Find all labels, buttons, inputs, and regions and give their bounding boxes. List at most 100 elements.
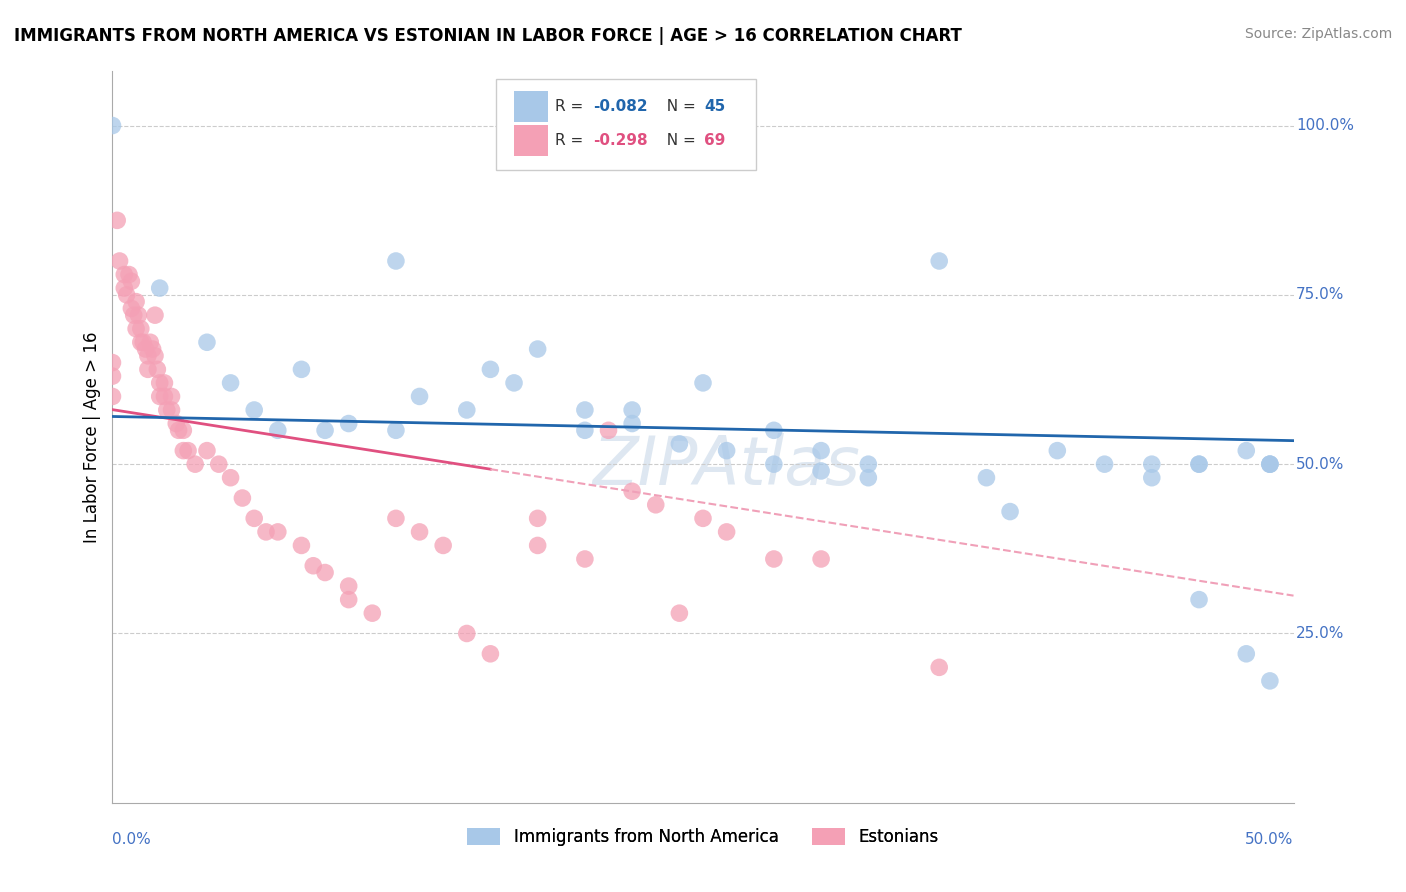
Point — [810, 552, 832, 566]
Point — [621, 403, 644, 417]
Point — [195, 335, 218, 350]
Point — [129, 335, 152, 350]
Point — [290, 362, 312, 376]
Point — [167, 423, 190, 437]
Point — [1258, 457, 1281, 471]
Point — [762, 423, 785, 437]
Point — [108, 254, 131, 268]
Point — [146, 362, 169, 376]
Point — [574, 552, 596, 566]
Text: 50.0%: 50.0% — [1296, 457, 1344, 472]
Point — [142, 342, 165, 356]
Point — [177, 443, 200, 458]
Point — [574, 403, 596, 417]
Point — [314, 423, 336, 437]
Point — [101, 369, 124, 384]
Point — [135, 342, 157, 356]
Point — [165, 417, 187, 431]
Point — [302, 558, 325, 573]
Point — [149, 281, 172, 295]
Point — [976, 471, 998, 485]
Text: 50.0%: 50.0% — [1246, 832, 1294, 847]
Point — [692, 376, 714, 390]
Point — [184, 457, 207, 471]
Point — [810, 443, 832, 458]
Point — [139, 335, 162, 350]
Point — [172, 423, 194, 437]
Point — [692, 511, 714, 525]
Point — [120, 301, 142, 316]
Point — [314, 566, 336, 580]
Point — [526, 538, 548, 552]
Point — [118, 268, 141, 282]
Point — [143, 349, 166, 363]
Point — [858, 457, 880, 471]
Text: N =: N = — [657, 133, 700, 148]
Text: R =: R = — [555, 99, 589, 114]
Point — [621, 417, 644, 431]
Point — [156, 403, 179, 417]
Point — [408, 389, 430, 403]
Point — [143, 308, 166, 322]
Point — [361, 606, 384, 620]
Point — [1258, 673, 1281, 688]
Point — [928, 660, 950, 674]
Point — [120, 274, 142, 288]
Point — [149, 389, 172, 403]
Point — [208, 457, 231, 471]
Point — [337, 592, 360, 607]
Text: N =: N = — [657, 99, 700, 114]
Point — [125, 322, 148, 336]
Point — [149, 376, 172, 390]
Point — [716, 443, 738, 458]
Point — [1258, 457, 1281, 471]
Point — [479, 647, 502, 661]
Point — [432, 538, 454, 552]
Point — [219, 471, 242, 485]
Point — [195, 443, 218, 458]
Point — [122, 308, 145, 322]
Point — [136, 349, 159, 363]
Point — [503, 376, 526, 390]
Y-axis label: In Labor Force | Age > 16: In Labor Force | Age > 16 — [83, 331, 101, 543]
Text: 75.0%: 75.0% — [1296, 287, 1344, 302]
Point — [526, 511, 548, 525]
Point — [1046, 443, 1069, 458]
Text: 45: 45 — [704, 99, 725, 114]
Point — [668, 606, 690, 620]
Text: IMMIGRANTS FROM NORTH AMERICA VS ESTONIAN IN LABOR FORCE | AGE > 16 CORRELATION : IMMIGRANTS FROM NORTH AMERICA VS ESTONIA… — [14, 27, 962, 45]
Point — [105, 213, 128, 227]
Text: 0.0%: 0.0% — [112, 832, 152, 847]
Point — [1094, 457, 1116, 471]
Point — [598, 423, 620, 437]
FancyBboxPatch shape — [515, 91, 548, 122]
Point — [385, 423, 408, 437]
Point — [125, 294, 148, 309]
Point — [127, 308, 149, 322]
Point — [644, 498, 666, 512]
Point — [408, 524, 430, 539]
Point — [762, 552, 785, 566]
Point — [526, 342, 548, 356]
Point — [254, 524, 277, 539]
Point — [456, 626, 478, 640]
Text: -0.082: -0.082 — [593, 99, 648, 114]
FancyBboxPatch shape — [496, 78, 756, 170]
Text: 25.0%: 25.0% — [1296, 626, 1344, 641]
Point — [267, 524, 290, 539]
Point — [290, 538, 312, 552]
FancyBboxPatch shape — [515, 126, 548, 156]
Point — [101, 119, 124, 133]
Point — [1140, 457, 1163, 471]
Point — [231, 491, 253, 505]
Point — [129, 322, 152, 336]
Point — [267, 423, 290, 437]
Point — [160, 403, 183, 417]
Point — [101, 389, 124, 403]
Text: R =: R = — [555, 133, 589, 148]
Point — [928, 254, 950, 268]
Text: ZIPAtlas: ZIPAtlas — [593, 434, 860, 500]
Point — [1188, 592, 1211, 607]
Point — [337, 579, 360, 593]
Point — [1258, 457, 1281, 471]
